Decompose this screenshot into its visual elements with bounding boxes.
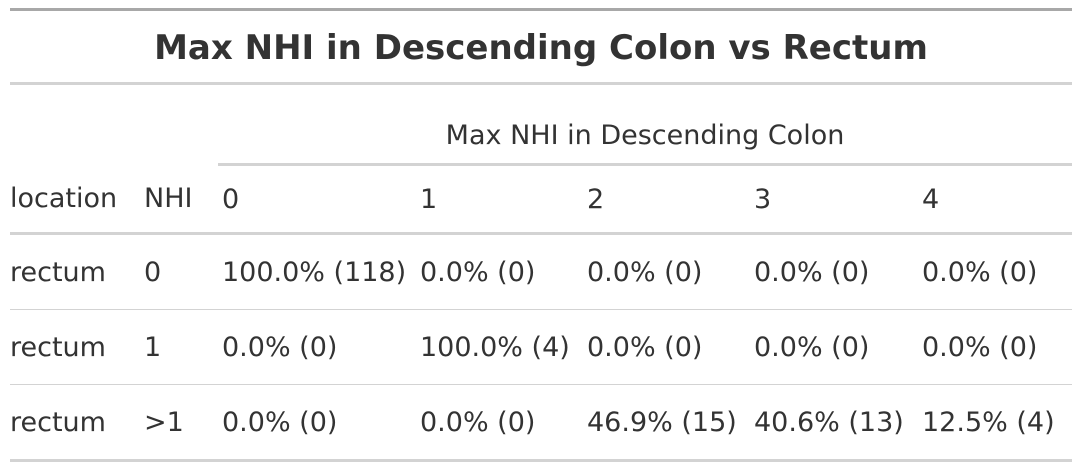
table-row: rectum >1 0.0% (0) 0.0% (0) 46.9% (15) 4…: [10, 384, 1073, 461]
table-cell: rectum: [10, 309, 144, 385]
column-header: 2: [587, 164, 754, 235]
column-header: location: [10, 164, 144, 235]
table-cell: 0.0% (0): [754, 309, 922, 385]
column-header: NHI: [144, 164, 218, 235]
table-cell: 0.0% (0): [218, 309, 420, 385]
table-cell: 0.0% (0): [922, 309, 1073, 385]
column-spanner: Max NHI in Descending Colon: [218, 83, 1073, 166]
column-header: 3: [754, 164, 922, 235]
column-header: 4: [922, 164, 1073, 235]
table-row: rectum 0 100.0% (118) 0.0% (0) 0.0% (0) …: [10, 234, 1072, 310]
table-cell: 0.0% (0): [922, 256, 1038, 288]
table-title: Max NHI in Descending Colon vs Rectum: [10, 9, 1073, 85]
spanner-blank: [10, 84, 144, 165]
table-cell: rectum: [10, 256, 106, 288]
table-row: rectum 1 0.0% (0) 100.0% (4) 0.0% (0) 0.…: [10, 309, 1073, 385]
spanner-row: Max NHI in Descending Colon: [10, 83, 1073, 166]
column-header: 1: [420, 164, 587, 235]
column-header: 0: [218, 164, 420, 235]
table-cell: 46.9% (15): [587, 384, 754, 461]
table-cell: 100.0% (118): [222, 256, 407, 288]
table-cell: 0.0% (0): [218, 384, 420, 461]
table-cell: 100.0% (4): [420, 309, 587, 385]
table-cell: 0: [144, 256, 162, 288]
spanner-blank: [144, 84, 218, 165]
table-cell: 0.0% (0): [587, 256, 703, 288]
table-cell: 0.0% (0): [420, 256, 536, 288]
table-cell: 0.0% (0): [420, 384, 587, 461]
table-cell: >1: [144, 384, 218, 461]
table-cell: 0.0% (0): [754, 256, 870, 288]
table-cell: rectum: [10, 384, 144, 461]
table-cell: 0.0% (0): [587, 309, 754, 385]
table-cell: 40.6% (13): [754, 384, 922, 461]
column-header-row: location NHI 0 1 2 3 4: [10, 164, 1073, 235]
table-cell: 1: [144, 309, 218, 385]
data-table: Max NHI in Descending Colon vs Rectum Ma…: [10, 8, 1073, 462]
table-container: Max NHI in Descending Colon vs Rectum Ma…: [10, 8, 1073, 462]
table-cell: 12.5% (4): [922, 384, 1073, 461]
